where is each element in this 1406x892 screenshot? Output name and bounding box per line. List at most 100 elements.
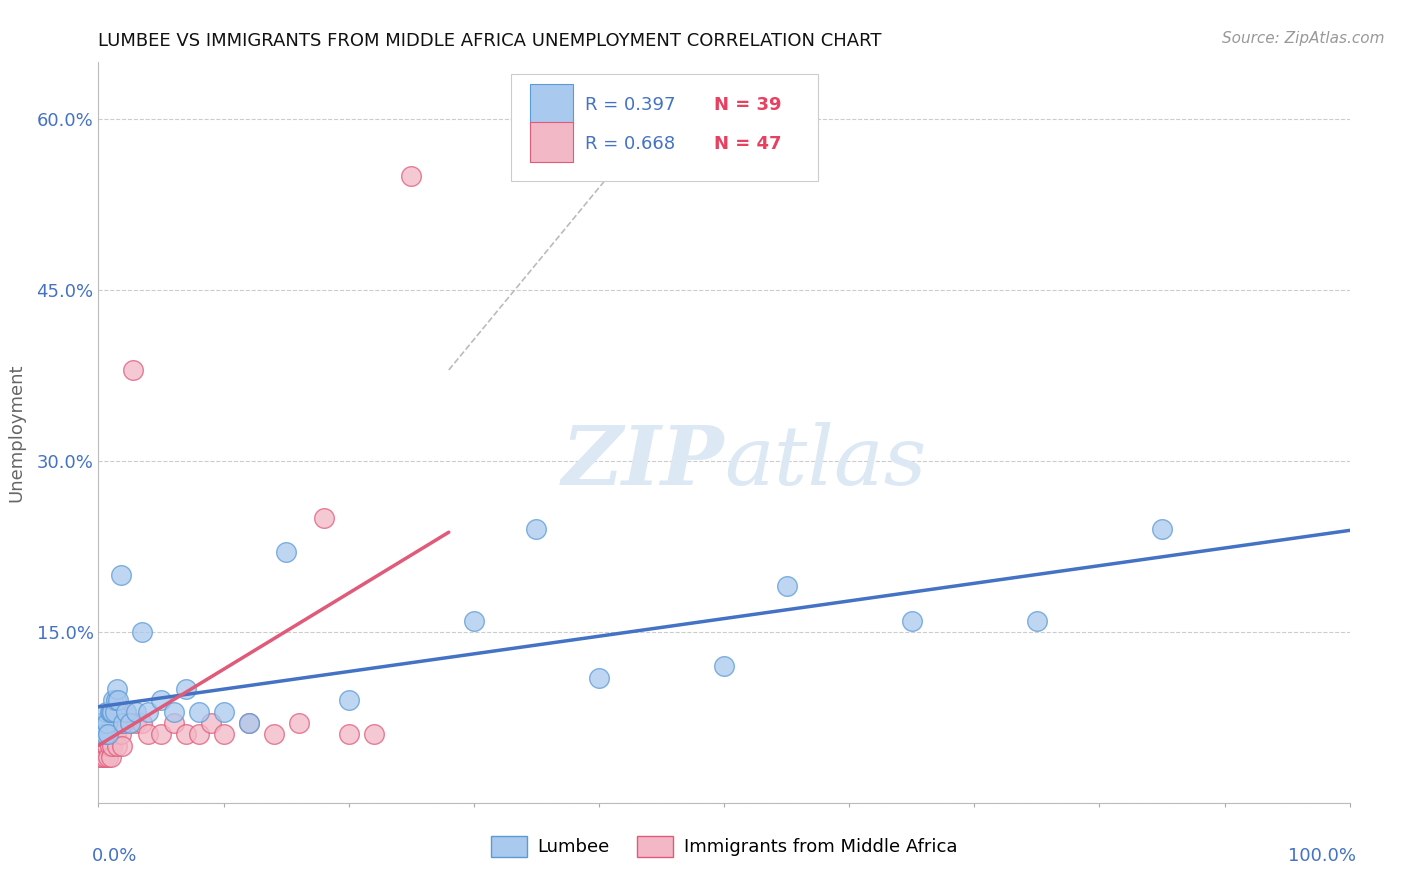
Point — [122, 363, 145, 377]
Text: 0.0%: 0.0% — [93, 847, 138, 865]
Point — [524, 523, 547, 537]
Point — [105, 681, 128, 696]
Point — [104, 727, 127, 741]
Point — [162, 705, 184, 719]
Point — [107, 693, 129, 707]
Point — [97, 750, 120, 764]
Point — [97, 716, 120, 731]
Point — [131, 624, 153, 639]
Point — [105, 739, 128, 753]
Point — [89, 750, 111, 764]
Point — [90, 739, 112, 753]
Point — [103, 693, 125, 707]
Point — [94, 716, 117, 731]
Point — [150, 727, 173, 741]
Point — [104, 693, 127, 707]
Point — [287, 716, 309, 731]
Point — [401, 169, 423, 184]
Point — [274, 545, 298, 559]
Point — [112, 716, 135, 731]
Point — [900, 614, 922, 628]
Point — [115, 705, 138, 719]
Point — [104, 705, 127, 719]
Point — [363, 727, 385, 741]
Point — [98, 705, 121, 719]
Text: Source: ZipAtlas.com: Source: ZipAtlas.com — [1222, 31, 1385, 46]
Y-axis label: Unemployment: Unemployment — [7, 363, 25, 502]
Text: ZIP: ZIP — [561, 422, 724, 502]
Point — [115, 705, 138, 719]
Point — [90, 716, 112, 731]
Point — [108, 716, 131, 731]
Point — [93, 750, 115, 764]
Point — [105, 716, 128, 731]
Point — [93, 739, 115, 753]
Point — [94, 739, 117, 753]
Point — [174, 727, 197, 741]
Point — [138, 727, 160, 741]
Point — [100, 750, 122, 764]
Point — [103, 727, 125, 741]
Point — [337, 727, 360, 741]
Point — [110, 568, 132, 582]
Point — [131, 716, 153, 731]
Point — [212, 727, 235, 741]
Point — [93, 727, 115, 741]
Point — [98, 739, 121, 753]
Text: 100.0%: 100.0% — [1288, 847, 1355, 865]
Point — [162, 716, 184, 731]
Point — [93, 727, 115, 741]
Point — [200, 716, 222, 731]
Point — [118, 716, 141, 731]
Point — [463, 614, 485, 628]
Point — [713, 659, 735, 673]
Point — [97, 727, 120, 741]
Point — [101, 705, 124, 719]
Point — [588, 671, 610, 685]
Point — [337, 693, 360, 707]
Point — [93, 727, 115, 741]
FancyBboxPatch shape — [530, 84, 572, 123]
Point — [312, 511, 335, 525]
Point — [187, 705, 209, 719]
Text: R = 0.668: R = 0.668 — [585, 135, 675, 153]
Point — [150, 693, 173, 707]
Text: atlas: atlas — [724, 422, 927, 502]
Point — [93, 716, 115, 731]
Point — [98, 727, 121, 741]
Point — [212, 705, 235, 719]
Point — [104, 716, 127, 731]
Point — [174, 681, 197, 696]
FancyBboxPatch shape — [530, 122, 572, 162]
Point — [187, 727, 209, 741]
FancyBboxPatch shape — [512, 73, 818, 181]
Point — [111, 739, 134, 753]
Point — [96, 727, 118, 741]
Point — [96, 739, 118, 753]
Point — [91, 727, 114, 741]
Point — [91, 750, 114, 764]
Point — [263, 727, 285, 741]
Point — [138, 705, 160, 719]
Point — [100, 705, 122, 719]
Text: R = 0.397: R = 0.397 — [585, 96, 676, 114]
Point — [125, 705, 148, 719]
Text: LUMBEE VS IMMIGRANTS FROM MIDDLE AFRICA UNEMPLOYMENT CORRELATION CHART: LUMBEE VS IMMIGRANTS FROM MIDDLE AFRICA … — [98, 32, 882, 50]
Text: N = 39: N = 39 — [714, 96, 782, 114]
Point — [96, 716, 118, 731]
Point — [89, 727, 111, 741]
Point — [112, 716, 135, 731]
Point — [1150, 523, 1173, 537]
Point — [101, 739, 124, 753]
Point — [238, 716, 260, 731]
Point — [100, 716, 122, 731]
Point — [776, 579, 799, 593]
Point — [118, 716, 141, 731]
Point — [238, 716, 260, 731]
Point — [110, 727, 132, 741]
Point — [94, 705, 117, 719]
Text: N = 47: N = 47 — [714, 135, 782, 153]
Point — [125, 716, 148, 731]
Legend: Lumbee, Immigrants from Middle Africa: Lumbee, Immigrants from Middle Africa — [484, 829, 965, 864]
Point — [1026, 614, 1049, 628]
